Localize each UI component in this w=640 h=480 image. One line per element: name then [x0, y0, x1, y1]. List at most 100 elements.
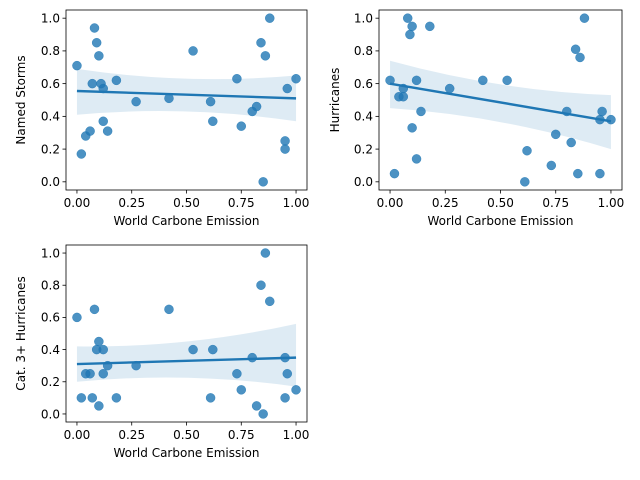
- named-storms-point: [258, 177, 268, 187]
- cat3-hurricanes-point: [208, 344, 218, 355]
- hurricanes-point: [407, 123, 417, 133]
- cat3-hurricanes-x-tick-label: 0.75: [228, 428, 255, 442]
- named-storms-point: [87, 78, 98, 89]
- hurricanes-point: [478, 75, 488, 86]
- cat3-hurricanes-point: [98, 368, 108, 379]
- named-storms-x-tick-label: 0.75: [228, 196, 255, 210]
- named-storms-x-tick-label: 1.00: [283, 196, 310, 210]
- cat3-hurricanes-point: [98, 344, 108, 355]
- cat3-hurricanes-point: [94, 336, 104, 347]
- named-storms-y-tick-label: 0.8: [41, 44, 60, 58]
- cat3-hurricanes-regression-line: [76, 356, 297, 366]
- named-storms-regression-line: [76, 89, 297, 100]
- cat3-hurricanes-point: [188, 344, 198, 355]
- hurricanes-confidence-band: [390, 60, 611, 150]
- named-storms-y-tick-label: 0.0: [41, 175, 60, 189]
- named-storms-point: [205, 96, 216, 107]
- cat3-hurricanes-y-tick-label: 1.0: [41, 246, 60, 260]
- hurricanes-y-tick-label: 0.8: [354, 44, 373, 58]
- hurricanes-x-tick-label: 0.50: [487, 196, 514, 210]
- named-storms-point: [102, 126, 113, 136]
- hurricanes-panel: 0.00 0.25 0.50 0.75 1.00 0.0 0.2 0.4 0.6 0.8 1.0 Wo…: [328, 9, 625, 228]
- named-storms-point: [72, 60, 82, 71]
- named-storms-point: [111, 75, 122, 86]
- cat3-hurricanes-x-tick-label: 0.00: [64, 428, 91, 442]
- hurricanes-point: [597, 106, 607, 117]
- cat3-hurricanes-y-axis-label: Cat. 3+ Hurricanes: [14, 276, 28, 390]
- named-storms-point: [89, 23, 100, 33]
- named-storms-point: [85, 126, 95, 136]
- hurricanes-point: [444, 83, 455, 94]
- named-storms-x-tick-label: 0.50: [173, 196, 200, 210]
- cat3-hurricanes-point: [164, 304, 174, 315]
- hurricanes-y-tick-label: 0.2: [354, 142, 373, 156]
- named-storms-point: [94, 51, 104, 61]
- hurricanes-point: [550, 129, 561, 140]
- named-storms-y-tick-label: 1.0: [41, 11, 60, 25]
- cat3-hurricanes-y-tick-label: 0.4: [41, 343, 60, 357]
- named-storms-point: [280, 136, 290, 146]
- cat3-hurricanes-point: [232, 368, 242, 379]
- hurricanes-x-tick-label: 0.75: [542, 196, 569, 210]
- hurricanes-point: [389, 168, 400, 179]
- cat3-hurricanes-point: [280, 393, 290, 403]
- hurricanes-point: [411, 154, 422, 164]
- named-storms-point: [291, 73, 301, 84]
- named-storms-y-axis-label: Named Storms: [14, 55, 28, 144]
- cat3-hurricanes-x-axis-label: World Carbone Emission: [113, 446, 259, 460]
- hurricanes-point: [398, 91, 409, 102]
- hurricanes-x-tick-label: 0.25: [432, 196, 459, 210]
- cat3-hurricanes-panel: 0.00 0.25 0.50 0.75 1.00 0.0 0.2 0.4 0.6 0.8 1.0 Wo…: [14, 244, 310, 460]
- hurricanes-x-tick-label: 1.00: [598, 196, 625, 210]
- cat3-hurricanes-point: [258, 409, 268, 419]
- hurricanes-y-tick-label: 0.0: [354, 175, 373, 189]
- hurricanes-point: [579, 13, 590, 23]
- named-storms-y-tick-label: 0.4: [41, 110, 60, 124]
- cat3-hurricanes-y-tick-label: 0.8: [41, 279, 60, 293]
- cat3-hurricanes-y-tick-label: 0.2: [41, 375, 60, 389]
- named-storms-point: [260, 51, 271, 61]
- hurricanes-point: [411, 75, 422, 86]
- named-storms-point: [236, 121, 247, 131]
- cat3-hurricanes-point: [111, 393, 122, 403]
- named-storms-y-tick-label: 0.6: [41, 77, 60, 91]
- hurricanes-point: [522, 145, 532, 156]
- cat3-hurricanes-x-tick-label: 0.50: [173, 428, 200, 442]
- hurricanes-regression-line: [389, 82, 612, 123]
- named-storms-x-axis-label: World Carbone Emission: [113, 214, 259, 228]
- hurricanes-point: [416, 106, 426, 117]
- hurricanes-point: [575, 52, 585, 63]
- named-storms-point: [282, 83, 293, 94]
- cat3-hurricanes-point: [85, 368, 95, 379]
- named-storms-point: [131, 96, 141, 107]
- named-storms-point: [265, 13, 275, 23]
- cat3-hurricanes-point: [265, 296, 275, 307]
- cat3-hurricanes-x-tick-label: 0.25: [118, 428, 145, 442]
- named-storms-point: [188, 46, 198, 56]
- cat3-hurricanes-point: [87, 393, 98, 403]
- cat3-hurricanes-y-tick-label: 0.6: [41, 311, 60, 325]
- hurricanes-x-axis-label: World Carbone Emission: [427, 214, 573, 228]
- named-storms-x-tick-label: 0.00: [64, 196, 91, 210]
- named-storms-point: [98, 116, 108, 127]
- hurricanes-y-tick-label: 0.4: [354, 110, 373, 124]
- cat3-hurricanes-x-tick-label: 1.00: [283, 428, 310, 442]
- named-storms-point: [280, 144, 290, 154]
- hurricanes-point: [407, 21, 417, 32]
- hurricanes-point: [566, 137, 576, 148]
- hurricanes-point: [573, 168, 583, 179]
- named-storms-point: [76, 149, 87, 159]
- hurricanes-point: [402, 13, 413, 23]
- hurricanes-y-axis-label: Hurricanes: [328, 68, 342, 133]
- hurricanes-y-tick-label: 1.0: [354, 11, 373, 25]
- hurricanes-point: [405, 29, 415, 40]
- cat3-hurricanes-point: [72, 312, 82, 323]
- cat3-hurricanes-point: [291, 385, 301, 395]
- hurricanes-point: [520, 177, 530, 187]
- hurricanes-point: [570, 44, 581, 55]
- cat3-hurricanes-point: [260, 248, 271, 258]
- cat3-hurricanes-point: [205, 393, 216, 403]
- hurricanes-point: [546, 160, 557, 171]
- cat3-hurricanes-point: [256, 280, 266, 290]
- hurricanes-point: [385, 75, 395, 86]
